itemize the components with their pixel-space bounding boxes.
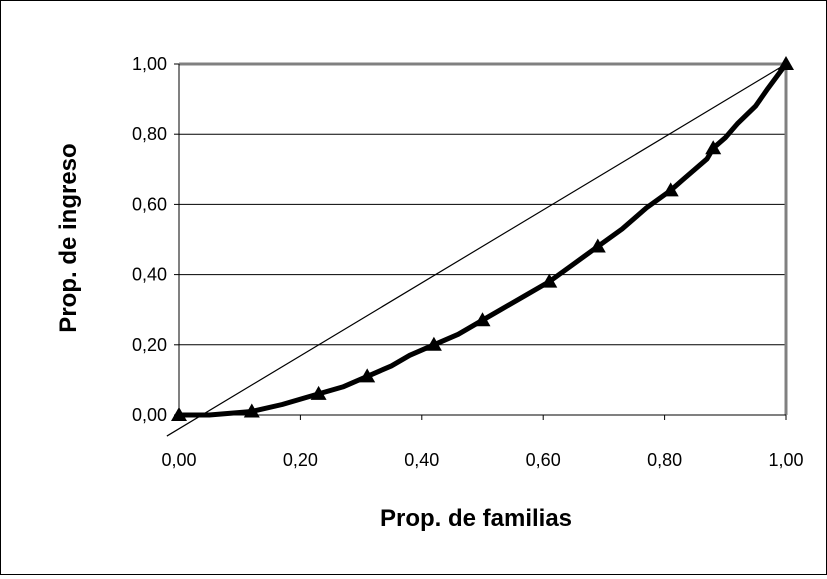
y-axis-title: Prop. de ingreso: [55, 143, 82, 332]
y-tick-label: 1,00: [132, 54, 167, 74]
y-tick-label: 0,00: [132, 405, 167, 425]
y-tick-label: 0,80: [132, 124, 167, 144]
data-point-marker: [310, 385, 327, 400]
grid-layer: [174, 62, 788, 420]
data-point-marker: [243, 403, 260, 418]
data-point-marker: [474, 312, 491, 327]
equality-line: [166, 63, 787, 437]
data-point-marker: [662, 182, 679, 197]
x-tick-label: 0,20: [283, 450, 318, 470]
data-point-marker: [589, 238, 606, 253]
x-tick-label: 0,60: [526, 450, 561, 470]
tick-label-layer: 0,00 0,20 0,40 0,60 0,80 1,00 0,00 0,20 0,40 0,60…: [132, 54, 804, 470]
x-tick-label: 0,40: [404, 450, 439, 470]
y-tick-label: 0,20: [132, 335, 167, 355]
data-point-marker: [541, 273, 558, 288]
x-tick-label: 0,00: [161, 450, 196, 470]
data-point-marker: [359, 368, 376, 383]
lorenz-curve: [176, 61, 789, 418]
x-axis-title: Prop. de familias: [380, 505, 572, 532]
y-tick-label: 0,40: [132, 265, 167, 285]
data-point-marker: [425, 336, 442, 351]
x-tick-label: 0,80: [647, 450, 682, 470]
x-tick-label: 1,00: [768, 450, 803, 470]
y-tick-label: 0,60: [132, 194, 167, 214]
series-layer: [166, 56, 794, 437]
data-point-marker: [171, 407, 187, 421]
data-point-marker: [705, 140, 722, 155]
